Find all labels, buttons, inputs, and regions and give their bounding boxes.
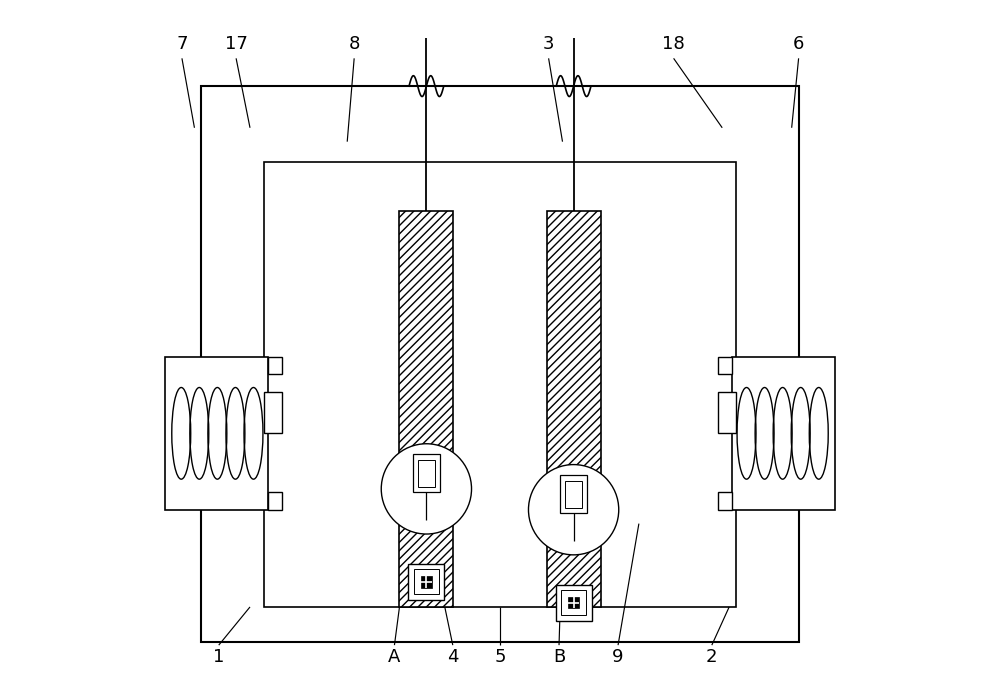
Bar xyxy=(264,392,282,433)
Text: 1: 1 xyxy=(213,648,224,666)
Text: 5: 5 xyxy=(494,648,506,666)
Text: 3: 3 xyxy=(543,36,554,53)
Bar xyxy=(718,357,732,374)
Bar xyxy=(561,590,586,615)
Bar xyxy=(718,392,736,433)
Text: B: B xyxy=(553,648,565,666)
Text: 9: 9 xyxy=(612,648,624,666)
Bar xyxy=(560,475,587,513)
Text: 6: 6 xyxy=(793,36,804,53)
Text: 18: 18 xyxy=(662,36,685,53)
Bar xyxy=(413,454,440,492)
Bar xyxy=(732,357,835,510)
Bar xyxy=(418,460,435,486)
Bar xyxy=(421,576,432,587)
Text: 7: 7 xyxy=(176,36,188,53)
Circle shape xyxy=(528,465,619,555)
Text: 2: 2 xyxy=(706,648,718,666)
Bar xyxy=(565,481,582,508)
Bar xyxy=(568,597,579,608)
Text: 8: 8 xyxy=(348,36,360,53)
Text: A: A xyxy=(388,648,401,666)
Text: 4: 4 xyxy=(447,648,459,666)
Bar xyxy=(547,211,601,607)
Bar xyxy=(399,211,453,607)
Bar xyxy=(556,584,592,621)
Bar xyxy=(268,492,282,510)
Text: 17: 17 xyxy=(225,36,248,53)
Bar xyxy=(414,569,439,594)
Bar xyxy=(165,357,268,510)
Circle shape xyxy=(381,444,472,534)
Bar xyxy=(268,357,282,374)
Bar xyxy=(408,564,444,600)
Bar xyxy=(264,162,736,607)
Bar xyxy=(201,86,799,642)
Bar xyxy=(718,492,732,510)
